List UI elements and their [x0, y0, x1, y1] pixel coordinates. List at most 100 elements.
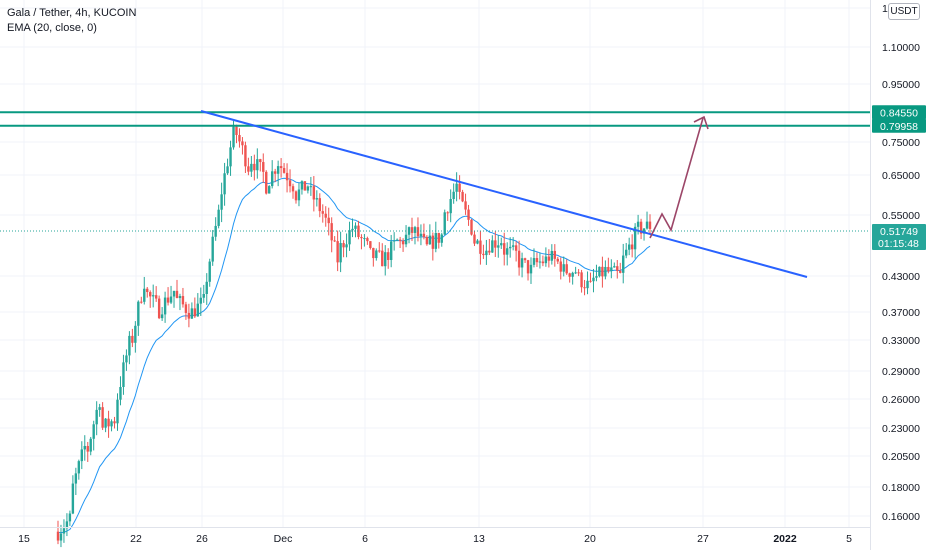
x-tick-label: 2022	[773, 533, 797, 545]
candle-body	[291, 186, 295, 192]
candle-body	[238, 135, 241, 142]
candle-body	[437, 233, 440, 243]
candle-body	[446, 212, 449, 214]
trendline[interactable]	[200, 110, 808, 278]
y-tick-label: 0.55000	[882, 210, 920, 222]
candle-body	[241, 141, 244, 146]
candle-body	[149, 292, 152, 297]
candle-body	[137, 301, 140, 326]
candle-body	[354, 225, 357, 229]
candle-body	[134, 325, 137, 343]
candle-body	[404, 234, 408, 245]
candle-body	[645, 221, 649, 229]
candle-body	[181, 296, 185, 305]
candle-body	[160, 314, 164, 319]
candle-body	[166, 297, 170, 303]
candle-body	[268, 186, 271, 194]
candle-body	[625, 249, 628, 256]
candle-body	[327, 217, 330, 224]
candle-body	[321, 211, 324, 214]
candle-body	[550, 250, 554, 261]
candle-body	[428, 235, 432, 245]
y-tick-label: 0.23000	[882, 423, 920, 435]
projection-arrow[interactable]	[649, 117, 704, 239]
candle-body	[497, 245, 500, 248]
candle-body	[190, 308, 194, 319]
candle-body	[473, 234, 476, 244]
candle-body	[503, 243, 506, 255]
candle-body	[616, 266, 619, 271]
candle-body	[595, 276, 598, 278]
x-tick-label: 20	[584, 533, 596, 545]
candle-body	[630, 244, 634, 250]
candle-body	[494, 240, 497, 248]
candle-body	[110, 421, 113, 427]
last-price-tag	[872, 224, 926, 250]
candle-body	[128, 335, 131, 356]
candle-body	[172, 290, 176, 297]
y-tick-label: 0.95000	[882, 79, 920, 91]
candle-body	[458, 183, 461, 192]
candle-body	[348, 230, 351, 245]
x-tick-label: 26	[196, 533, 208, 545]
x-axis[interactable]: 15 22 26 Dec 6 13 20 27 2022 5	[18, 533, 852, 545]
symbol-title: Gala / Tether, 4h, KUCOIN	[7, 7, 137, 19]
candle-body	[464, 201, 467, 210]
candle-body	[56, 531, 60, 541]
candles	[56, 120, 652, 548]
y-tick-label: 0.20500	[882, 451, 920, 463]
candle-body	[419, 233, 423, 237]
candle-body	[351, 228, 354, 231]
y-tick-label: 0.65000	[882, 170, 920, 182]
candle-body	[157, 298, 161, 319]
y-tick-label: 0.75000	[882, 137, 920, 149]
candle-body	[312, 186, 316, 200]
candle-body	[324, 213, 327, 218]
y-tick-label: 0.43000	[882, 271, 920, 283]
bar-countdown: 01:15:48	[878, 238, 919, 250]
candle-body	[476, 240, 479, 244]
candle-body	[119, 386, 122, 400]
x-tick-label: 13	[473, 533, 485, 545]
candle-body	[154, 295, 158, 299]
candle-body	[636, 221, 640, 227]
candle-body	[300, 181, 304, 190]
drawings[interactable]	[0, 110, 870, 278]
candle-body	[294, 191, 298, 201]
currency-unit-button[interactable]: USDT	[888, 3, 920, 20]
arrow-head	[693, 115, 709, 130]
candle-body	[95, 409, 98, 425]
chart-legend: Gala / Tether, 4h, KUCOIN EMA (20, close…	[7, 6, 136, 36]
level-price-tag-text: 0.79958	[880, 121, 918, 133]
indicator-label: EMA (20, close, 0)	[7, 22, 97, 34]
candle-body	[565, 264, 568, 274]
candle-body	[101, 407, 104, 428]
candle-body	[562, 264, 565, 272]
candle-body	[461, 191, 464, 202]
candle-body	[220, 194, 223, 210]
candle-body	[163, 297, 167, 315]
candle-body	[366, 238, 369, 242]
candle-body	[577, 272, 580, 274]
candle-body	[491, 240, 494, 253]
candle-body	[589, 280, 592, 282]
level-price-tag	[872, 105, 926, 120]
candle-body	[532, 258, 536, 265]
candle-body	[571, 272, 574, 277]
candle-body	[425, 237, 429, 245]
candle-body	[184, 304, 188, 313]
level-price-tag	[872, 118, 926, 133]
candle-body	[369, 241, 372, 248]
candle-body	[514, 245, 518, 251]
candle-body	[339, 243, 342, 263]
candle-body	[434, 233, 438, 249]
candle-body	[345, 244, 348, 248]
candle-body	[508, 246, 512, 249]
candle-body	[639, 221, 643, 234]
candle-body	[398, 239, 402, 241]
candle-body	[547, 256, 551, 261]
candle-body	[217, 209, 220, 226]
y-axis[interactable]: 1.300001.100000.950000.750000.650000.550…	[882, 3, 920, 523]
